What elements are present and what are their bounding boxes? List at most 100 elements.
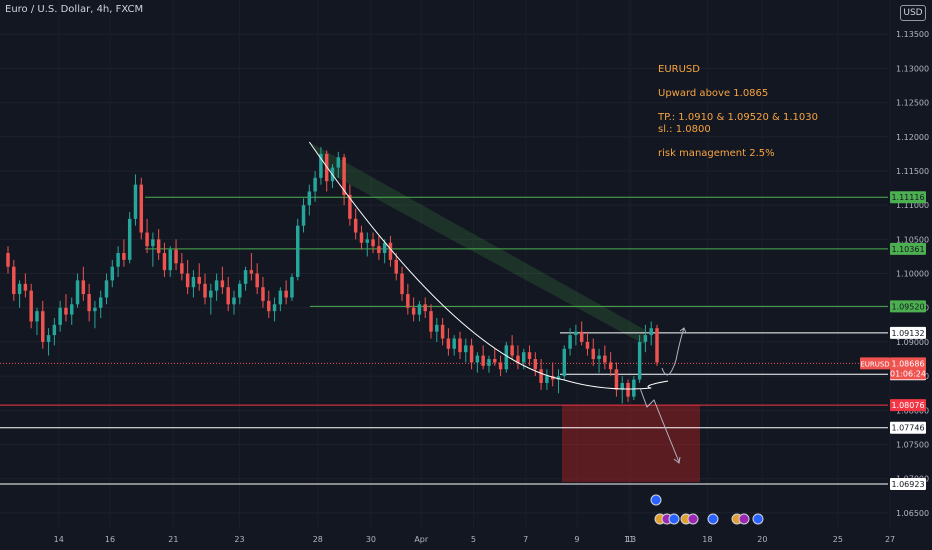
- y-tick-label: 1.13500: [896, 30, 929, 39]
- candle-body: [423, 304, 427, 312]
- y-tick-label: 1.10500: [896, 235, 929, 244]
- currency-label: USD: [903, 8, 923, 18]
- candle-body: [116, 253, 120, 267]
- candle-body: [29, 290, 33, 322]
- candle-body: [655, 328, 659, 363]
- candle-body: [58, 307, 62, 325]
- event-icon: [687, 513, 699, 525]
- candle-body: [272, 304, 277, 312]
- candle-body: [156, 239, 161, 254]
- annotation-line3: sl.: 1.0800: [658, 124, 711, 135]
- level-badge: [890, 477, 926, 490]
- candle-body: [23, 283, 28, 291]
- level-badge-label: 1.11116: [891, 193, 924, 202]
- candle-body: [568, 335, 572, 349]
- candle-body: [139, 184, 144, 233]
- symbol-badge-label: EURUSD: [860, 360, 889, 368]
- candle-body: [278, 290, 283, 305]
- candle-body: [510, 345, 514, 356]
- candle-body: [359, 232, 364, 243]
- candle-body: [498, 362, 503, 370]
- candle-body: [261, 287, 265, 301]
- candle-body: [637, 341, 642, 380]
- symbol-title: Euro / U.S. Dollar, 4h, FXCM: [5, 4, 144, 15]
- candle-body: [209, 290, 213, 298]
- candle-body: [487, 359, 491, 366]
- x-tick-label: 23: [234, 535, 244, 544]
- candle-body: [313, 177, 317, 192]
- candle-body: [133, 184, 138, 219]
- candle-body: [70, 304, 74, 315]
- candle-body: [87, 294, 91, 312]
- y-tick-label: 1.11500: [896, 167, 929, 176]
- event-icon: [707, 513, 719, 525]
- candle-body: [342, 157, 346, 195]
- projection-down-path: [639, 387, 680, 463]
- candle-body: [35, 311, 39, 322]
- rounding-bottom-curve: [308, 141, 669, 390]
- candle-body: [591, 348, 595, 360]
- candle-body: [556, 376, 561, 380]
- candle-body: [307, 191, 312, 206]
- candle-body: [75, 280, 80, 305]
- x-tick-label: 18: [702, 535, 712, 544]
- level-badge: [890, 191, 926, 204]
- projection-down-arrowhead: [673, 456, 681, 464]
- x-tick-label: 30: [366, 535, 376, 544]
- candle-body: [435, 324, 439, 332]
- candle-body: [533, 359, 538, 370]
- candle-body: [122, 253, 126, 260]
- candle-body: [81, 280, 86, 295]
- y-tick-label: 1.13000: [896, 64, 929, 73]
- candle-body: [319, 153, 323, 178]
- trade-annotation[interactable]: EURUSD Upward above 1.0865 TP.: 1.0910 &…: [658, 64, 818, 160]
- candle-body: [267, 300, 271, 312]
- candle-body: [504, 345, 509, 370]
- candle-body: [394, 259, 398, 274]
- candle-body: [12, 266, 16, 295]
- candle-body: [203, 283, 207, 298]
- stop-loss-zone: [562, 404, 700, 483]
- candle-body: [452, 338, 456, 349]
- y-tick-label: 1.12000: [896, 133, 929, 142]
- candle-body: [41, 311, 45, 342]
- candle-body: [151, 239, 155, 247]
- candle-body: [411, 307, 416, 315]
- candle-body: [597, 355, 601, 360]
- candle-body: [400, 273, 404, 295]
- candle-body: [168, 249, 172, 271]
- candle-body: [127, 218, 132, 260]
- x-tick-label: 9: [574, 535, 579, 544]
- candle-body: [104, 280, 109, 298]
- candle-body: [197, 276, 201, 284]
- x-tick-label: 7: [523, 535, 528, 544]
- candle-body: [481, 355, 485, 366]
- candle-body: [545, 376, 549, 383]
- x-tick-label: Apr: [414, 535, 429, 544]
- candle-body: [527, 352, 532, 360]
- candle-body: [295, 225, 300, 277]
- annotation-line2: TP.: 1.0910 & 1.09520 & 1.1030: [658, 112, 818, 123]
- x-tick-label: 16: [105, 535, 115, 544]
- candle-body: [46, 335, 51, 342]
- candle-body: [255, 273, 259, 288]
- annotation-line1: Upward above 1.0865: [658, 88, 769, 99]
- currency-button[interactable]: USD: [900, 5, 926, 21]
- candle-body: [365, 239, 370, 243]
- candle-body: [614, 369, 619, 390]
- annotation-line4: risk management 2.5%: [658, 148, 775, 159]
- level-badge: [890, 300, 926, 313]
- x-tick-label: 28: [313, 535, 323, 544]
- candle-body: [110, 266, 115, 281]
- x-tick-label: 5: [471, 535, 476, 544]
- candle-body: [226, 287, 230, 305]
- level-badge-label: 1.09520: [891, 302, 924, 311]
- symbol-badge: [860, 357, 890, 370]
- event-icon: [738, 513, 750, 525]
- candle-body: [550, 376, 555, 380]
- candle-body: [429, 311, 433, 332]
- candle-body: [574, 331, 578, 336]
- projection-up-arrowhead: [679, 327, 687, 334]
